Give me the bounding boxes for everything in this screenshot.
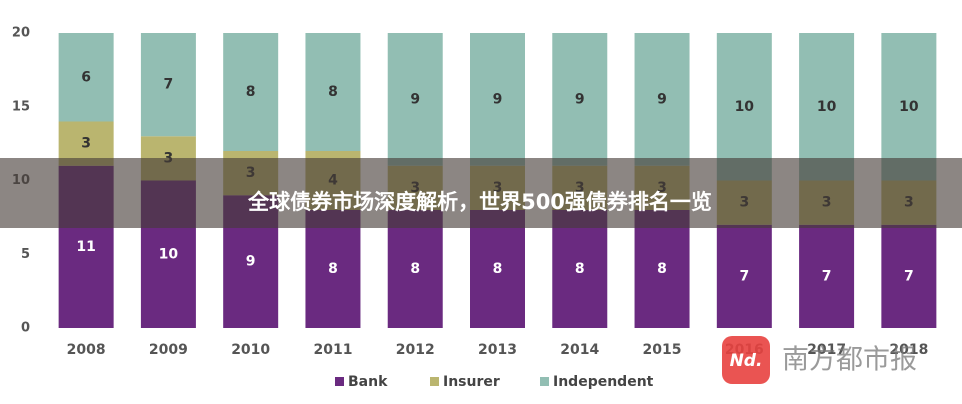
bar-segment xyxy=(223,33,279,151)
bar-segment xyxy=(387,33,443,166)
bar-segment xyxy=(716,33,772,181)
bar-segment xyxy=(140,33,196,137)
data-label: 9 xyxy=(410,91,420,107)
data-label: 7 xyxy=(904,268,914,284)
legend-swatch xyxy=(430,377,439,386)
x-tick-label: 2012 xyxy=(396,342,435,358)
data-label: 9 xyxy=(493,91,503,107)
bar-segment xyxy=(634,210,690,328)
data-label: 10 xyxy=(159,246,179,262)
data-label: 8 xyxy=(410,261,420,277)
x-tick-label: 2010 xyxy=(231,342,270,358)
y-tick-label: 5 xyxy=(21,247,30,262)
bar-segment xyxy=(799,33,855,181)
data-label: 6 xyxy=(81,69,91,85)
y-tick-label: 0 xyxy=(21,321,30,336)
data-label: 8 xyxy=(328,84,338,100)
bar-segment xyxy=(881,224,937,328)
bar-segment xyxy=(470,210,525,328)
data-label: 7 xyxy=(739,268,749,284)
logo-text: Nd. xyxy=(730,351,763,371)
y-tick-label: 15 xyxy=(12,99,30,114)
data-label: 7 xyxy=(822,268,832,284)
bar-segment xyxy=(305,33,361,151)
data-label: 10 xyxy=(817,99,837,115)
x-tick-label: 2009 xyxy=(149,342,188,358)
bar-segment xyxy=(387,210,443,328)
data-label: 9 xyxy=(246,254,256,270)
bar-segment xyxy=(799,224,855,328)
logo-badge xyxy=(722,336,770,384)
x-tick-label: 2008 xyxy=(67,342,106,358)
x-tick-label: 2011 xyxy=(313,342,352,358)
data-label: 8 xyxy=(493,261,503,277)
bar-segment xyxy=(470,33,525,166)
legend-label: Independent xyxy=(553,374,654,390)
x-tick-label: 2013 xyxy=(478,342,517,358)
legend-swatch xyxy=(335,377,344,386)
data-label: 3 xyxy=(81,136,91,152)
watermark: 南方都市报 xyxy=(782,345,917,376)
y-tick-label: 20 xyxy=(12,26,30,41)
x-tick-label: 2014 xyxy=(560,342,599,358)
data-label: 8 xyxy=(246,84,256,100)
bar-segment xyxy=(552,33,608,166)
bar-segment xyxy=(634,33,690,166)
legend-swatch xyxy=(540,377,549,386)
data-label: 10 xyxy=(735,99,755,115)
data-label: 10 xyxy=(899,99,919,115)
bar-segment xyxy=(716,224,772,328)
data-label: 7 xyxy=(164,77,174,93)
banner-title: 全球债券市场深度解析，世界500强债券排名一览 xyxy=(247,190,712,214)
bar-segment xyxy=(881,33,937,181)
data-label: 8 xyxy=(657,261,667,277)
data-label: 9 xyxy=(575,91,585,107)
x-tick-label: 2018 xyxy=(889,342,928,358)
data-label: 11 xyxy=(76,239,95,255)
data-label: 8 xyxy=(328,261,338,277)
bar-segment xyxy=(58,33,114,122)
bar-segment xyxy=(552,210,608,328)
bar-segment xyxy=(305,210,361,328)
legend-label: Bank xyxy=(348,374,388,390)
x-tick-label: 2015 xyxy=(643,342,682,358)
data-label: 8 xyxy=(575,261,585,277)
legend-label: Insurer xyxy=(443,374,500,390)
x-tick-label: 2017 xyxy=(807,342,846,358)
banner-background xyxy=(0,158,962,228)
data-label: 9 xyxy=(657,91,667,107)
